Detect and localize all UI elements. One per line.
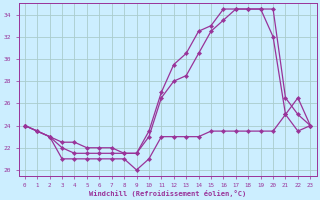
X-axis label: Windchill (Refroidissement éolien,°C): Windchill (Refroidissement éolien,°C) <box>89 190 246 197</box>
